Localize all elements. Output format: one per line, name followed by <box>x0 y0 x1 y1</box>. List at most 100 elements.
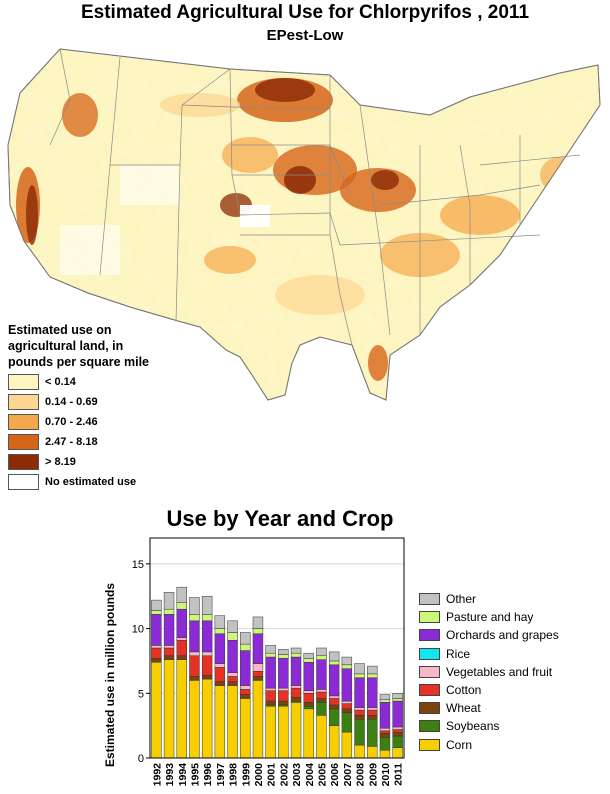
x-tick-label: 1997 <box>215 763 227 787</box>
bar-segment-pasture-and-hay <box>176 602 187 610</box>
crop-legend-item: Rice <box>419 645 559 663</box>
bar-segment-wheat <box>201 674 213 680</box>
bar-segment-wheat <box>367 715 378 720</box>
map-legend-label: > 8.19 <box>45 455 76 468</box>
bar-segment-cotton <box>227 676 238 682</box>
bar-segment-vegetables-and-fruit <box>163 645 175 649</box>
bar-segment-vegetables-and-fruit <box>354 707 365 711</box>
bar-segment-corn <box>176 659 187 759</box>
bar-segment-other <box>189 597 200 615</box>
crop-legend-swatch <box>419 738 440 751</box>
bar-segment-other <box>214 615 226 629</box>
state-boundaries <box>49 48 581 346</box>
bar-segment-orchards-and-grapes <box>265 656 276 689</box>
x-tick-label: 2000 <box>253 763 265 787</box>
bar-segment-orchards-and-grapes <box>354 677 365 708</box>
bar-segment-orchards-and-grapes <box>367 677 378 708</box>
crop-legend-label: Other <box>446 592 477 607</box>
bar-segment-cotton <box>392 729 403 733</box>
map-legend-swatch <box>8 393 39 410</box>
crop-legend-label: Vegetables and fruit <box>446 664 553 679</box>
bar-segment-orchards-and-grapes <box>201 620 213 653</box>
x-tick-label: 1996 <box>202 763 214 787</box>
bar-segment-corn <box>252 680 264 759</box>
crop-legend-item: Vegetables and fruit <box>419 663 559 681</box>
map-legend-items: < 0.14 0.14 - 0.69 0.70 - 2.46 2.47 - 8.18 >… <box>8 373 168 490</box>
x-tick-label: 1992 <box>151 763 163 787</box>
bar-segment-corn <box>214 685 226 759</box>
bar-segment-vegetables-and-fruit <box>214 663 226 668</box>
bar-segment-pasture-and-hay <box>316 655 327 660</box>
chart-title: Use by Year and Crop <box>166 506 394 531</box>
bar-segment-wheat <box>151 658 162 663</box>
x-tick-label: 2009 <box>367 763 379 787</box>
bar-segment-wheat <box>214 681 226 686</box>
map-legend-label: 0.70 - 2.46 <box>45 415 98 428</box>
crop-legend-swatch <box>419 702 440 715</box>
crop-legend-swatch <box>419 684 440 697</box>
bar-segment-orchards-and-grapes <box>214 633 226 664</box>
bar-segment-corn <box>392 747 403 759</box>
bar-segment-corn <box>290 702 302 759</box>
bar-segment-other <box>240 632 251 645</box>
bar-segment-vegetables-and-fruit <box>379 727 391 732</box>
x-tick-label: 1998 <box>228 763 240 787</box>
x-tick-label: 1993 <box>164 763 176 787</box>
bar-segment-vegetables-and-fruit <box>227 672 238 677</box>
bar-segment-vegetables-and-fruit <box>303 690 314 694</box>
bar-segment-orchards-and-grapes <box>278 658 289 689</box>
bar-segment-orchards-and-grapes <box>379 702 391 729</box>
map-legend: Estimated use on agricultural land, in p… <box>6 320 172 494</box>
bar-segment-soybeans <box>341 712 353 733</box>
map-legend-item: 2.47 - 8.18 <box>8 433 168 450</box>
x-tick-label: 2004 <box>304 763 316 787</box>
bar-segment-wheat <box>303 702 314 707</box>
bar-segment-wheat <box>252 676 264 681</box>
crop-legend-item: Wheat <box>419 699 559 717</box>
map-legend-swatch <box>8 373 39 390</box>
chart-grid <box>150 563 404 694</box>
bar-segment-corn <box>328 725 340 759</box>
bar-segment-soybeans <box>303 705 314 710</box>
bar-segment-vegetables-and-fruit <box>316 689 327 693</box>
bar-segment-other <box>341 656 353 666</box>
x-tick-label: 2001 <box>266 763 278 787</box>
chart-bars <box>151 586 403 759</box>
crop-legend-swatch <box>419 720 440 733</box>
bar-segment-pasture-and-hay <box>290 652 302 658</box>
x-tick-label: 2003 <box>291 763 303 787</box>
y-axis-label: Estimated use in million pounds <box>103 583 117 767</box>
bar-segment-soybeans <box>392 735 403 748</box>
crop-legend-swatch <box>419 593 440 606</box>
crop-legend-swatch <box>419 611 440 624</box>
bar-segment-pasture-and-hay <box>151 610 162 615</box>
map-hotspots <box>16 78 580 381</box>
bar-segment-cotton <box>163 647 175 657</box>
bar-segment-other <box>252 616 264 629</box>
map-legend-label: 2.47 - 8.18 <box>45 435 98 448</box>
bar-segment-corn <box>303 708 314 759</box>
x-tick-label: 2011 <box>393 763 405 786</box>
y-tick-label: 10 <box>132 624 144 636</box>
bar-segment-other <box>290 647 302 654</box>
bar-segment-wheat <box>316 698 327 703</box>
bar-segment-other <box>354 663 365 675</box>
crop-legend-swatch <box>419 647 440 660</box>
map-legend-label: No estimated use <box>45 475 137 488</box>
bar-segment-orchards-and-grapes <box>163 614 175 646</box>
bar-segment-cotton <box>316 691 327 699</box>
y-tick-label: 0 <box>138 753 144 765</box>
x-tick-label: 2005 <box>316 763 328 787</box>
y-tick-label: 5 <box>138 688 144 700</box>
bar-segment-other <box>316 647 327 657</box>
bar-segment-wheat <box>341 708 353 713</box>
bar-segment-cotton <box>341 703 353 710</box>
bar-segment-wheat <box>189 676 200 681</box>
bar-segment-vegetables-and-fruit <box>176 637 187 641</box>
plot-frame <box>149 537 405 759</box>
bar-segment-orchards-and-grapes <box>151 614 162 646</box>
x-tick-label: 2007 <box>342 763 354 787</box>
crop-legend-label: Soybeans <box>446 719 500 734</box>
bar-segment-pasture-and-hay <box>163 608 175 615</box>
